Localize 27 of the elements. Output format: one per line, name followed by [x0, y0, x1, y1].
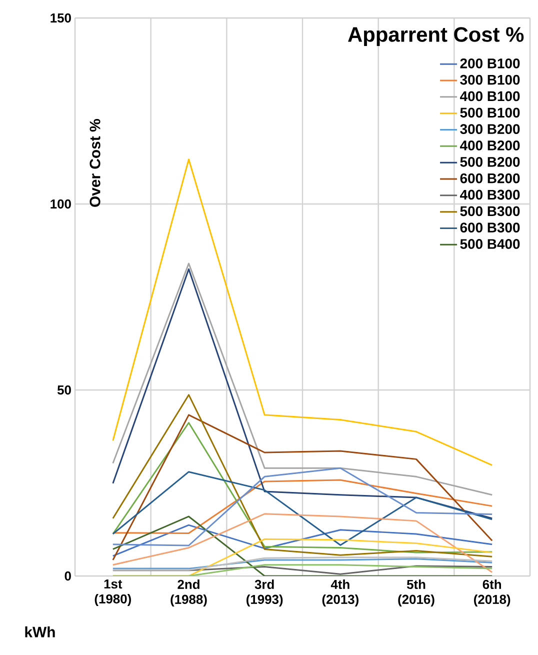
x-tick-label: 4th (2013)	[322, 580, 358, 607]
legend-label: 500 B100	[460, 108, 520, 118]
legend-label: 400 B300	[460, 190, 520, 200]
y-tick-label: 150	[50, 13, 71, 23]
x-axis-title: kWh	[25, 626, 55, 638]
legend-label: 600 B300	[460, 222, 520, 233]
legend-label: 200 B100	[460, 58, 520, 68]
legend-label: 400 B100	[460, 91, 520, 102]
legend-label: 500 B200	[460, 156, 520, 167]
x-tick-label: 1st (1980)	[94, 580, 131, 606]
line-series	[112, 524, 493, 557]
legend-label: 400 B200	[460, 140, 520, 150]
y-tick-label: 0	[64, 571, 71, 581]
y-tick-label: 100	[50, 199, 71, 209]
legend-label: 300 B100	[460, 74, 520, 85]
legend-label: 500 B300	[460, 206, 520, 216]
legend-label: 500 B400	[460, 239, 520, 249]
x-tick-label: 5th (2016)	[398, 580, 434, 607]
x-tick-label: 2nd (1988)	[170, 580, 207, 607]
x-tick-label: 3rd (1993)	[246, 580, 283, 607]
legend-label: 600 B200	[460, 173, 520, 184]
legend-title: Apparrent Cost %	[348, 27, 524, 46]
line-series	[112, 479, 493, 534]
x-tick-label: 6th (2018)	[474, 580, 510, 607]
legend-label: 300 B200	[460, 124, 520, 134]
y-axis-title: Over Cost %	[90, 119, 100, 207]
y-tick-label: 50	[57, 385, 71, 395]
